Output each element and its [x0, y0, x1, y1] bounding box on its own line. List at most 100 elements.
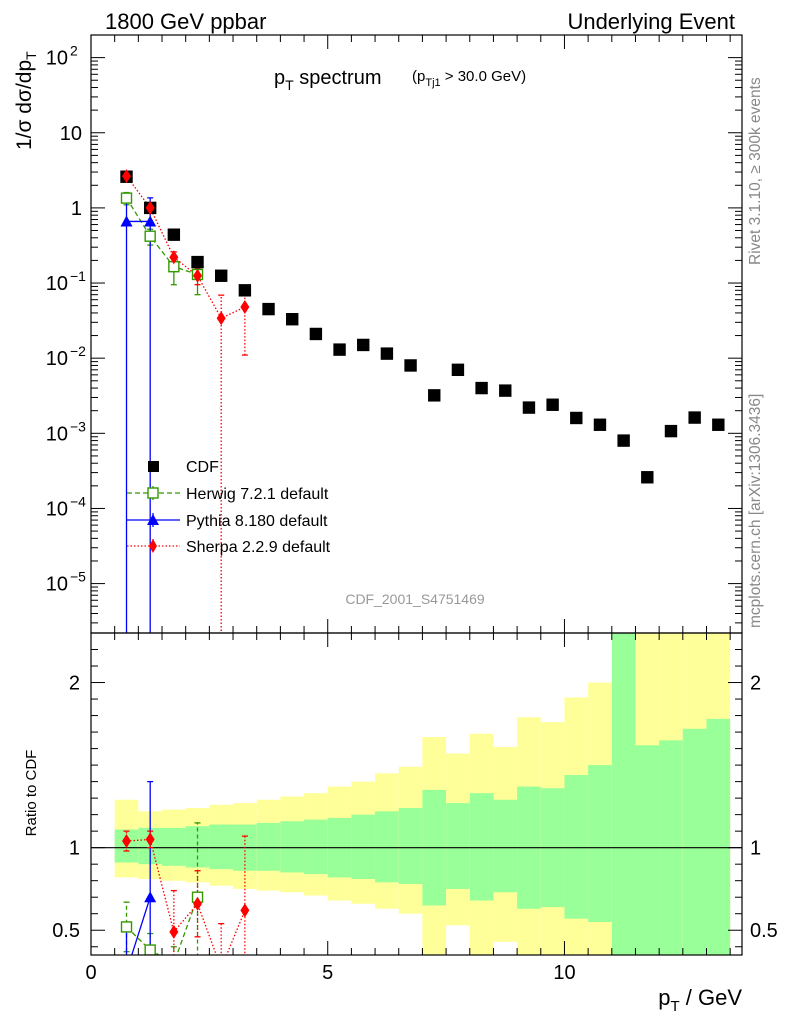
- y-tick-label-ratio-left: 1: [69, 838, 80, 860]
- plot-title-cut-sub: Tj1: [425, 77, 440, 89]
- sherpa-ratio-line: [126, 838, 246, 955]
- ratio-band-inner: [398, 808, 423, 884]
- sherpa-point: [193, 268, 203, 283]
- legend-entry-pythia: Pythia 8.180 default: [127, 513, 328, 530]
- y-tick-label-main: 10: [46, 348, 68, 370]
- legend-label-cdf: CDF: [186, 459, 219, 476]
- legend-label-pythia: Pythia 8.180 default: [186, 513, 328, 530]
- rivet-label: Rivet 3.1.10, ≥ 300k events: [747, 77, 764, 265]
- cdf-point: [475, 381, 488, 395]
- ratio-band-inner: [446, 803, 470, 889]
- ratio-band-inner: [256, 822, 281, 871]
- x-tick-label: 0: [85, 962, 96, 984]
- ratio-band-inner: [209, 824, 234, 870]
- cdf-point: [688, 411, 701, 424]
- ratio-band-inner: [706, 718, 731, 955]
- cdf-point: [167, 228, 181, 241]
- cdf-point: [641, 471, 654, 484]
- pythia-point: [120, 215, 133, 227]
- cdf-point: [451, 363, 465, 377]
- plot-title-sub: T: [285, 77, 294, 93]
- ratio-band-inner: [469, 793, 494, 901]
- cdf-point: [357, 338, 370, 352]
- y-tick-label-ratio-right: 2: [750, 673, 761, 695]
- analysis-id: CDF_2001_S4751469: [345, 591, 485, 607]
- cdf-point: [214, 269, 228, 282]
- legend: CDF Herwig 7.2.1 default Pythia 8.180 de…: [127, 459, 331, 556]
- herwig-point: [120, 192, 133, 204]
- plot-title-cut-open: (p: [412, 68, 425, 85]
- herwig-ratio-point: [120, 921, 133, 933]
- cdf-point: [191, 255, 204, 269]
- ratio-data-layer: [120, 780, 250, 977]
- legend-entry-cdf: CDF: [148, 459, 219, 476]
- cdf-point: [522, 401, 536, 414]
- legend-entry-herwig: Herwig 7.2.1 default: [127, 486, 329, 503]
- plot-title: pT spectrum: [274, 67, 382, 93]
- cdf-point: [499, 384, 512, 397]
- legend-marker-cdf: [148, 461, 159, 472]
- herwig-point: [144, 230, 156, 242]
- sherpa-ratio-point: [145, 832, 155, 847]
- sherpa-ratio-point: [122, 834, 132, 849]
- cdf-point: [617, 434, 630, 447]
- y-tick-label-main: 10: [60, 123, 82, 145]
- y-tick-label-main: 1: [71, 198, 82, 220]
- ratio-band-inner: [493, 799, 518, 893]
- x-axis-label-main: p: [658, 985, 670, 1010]
- y-tick-label-main: 10: [46, 423, 68, 445]
- y-tick-label-main: 10: [46, 273, 68, 295]
- y-tick-label-ratio-right: 1: [750, 838, 761, 860]
- herwig-ratio-point: [169, 958, 179, 968]
- y-tick-label-main-exp: −1: [70, 268, 86, 284]
- sherpa-ratio-point: [240, 903, 250, 918]
- herwig-ratio-point: [144, 944, 156, 955]
- sherpa-point: [122, 169, 132, 184]
- ratio-band-inner: [635, 745, 660, 955]
- y-tick-label-ratio-left: 0.5: [52, 920, 80, 942]
- pythia-ratio-point: [144, 891, 157, 903]
- ratio-plot-frame: [90, 632, 743, 956]
- y-tick-label-main: 10: [46, 48, 68, 70]
- sherpa-point: [145, 200, 155, 215]
- cdf-point: [546, 398, 559, 411]
- header-right: Underlying Event: [567, 9, 735, 34]
- pythia-ratio-line: [131, 897, 151, 955]
- cdf-point: [380, 347, 394, 360]
- cdf-point: [286, 313, 299, 326]
- herwig-ratio-line: [126, 896, 199, 955]
- y-tick-label-ratio-left: 2: [69, 673, 80, 695]
- y-tick-label-main-exp: 2: [70, 43, 78, 59]
- ratio-band-inner: [351, 814, 376, 880]
- y-tick-label-ratio-right: 0.5: [750, 920, 778, 942]
- pythia-ratio-point: [121, 966, 133, 977]
- x-axis-label-rest: / GeV: [680, 985, 743, 1010]
- ratio-band-inner: [682, 728, 707, 955]
- sherpa-line: [125, 175, 246, 320]
- ratio-band-inner: [375, 811, 399, 883]
- legend-entry-sherpa: Sherpa 2.2.9 default: [127, 539, 331, 556]
- cdf-point: [309, 327, 323, 341]
- sherpa-point: [240, 299, 250, 314]
- ratio-ylabel: Ratio to CDF: [23, 750, 40, 837]
- sherpa-ratio-point: [217, 961, 226, 975]
- y-tick-label-main-exp: −2: [70, 343, 86, 359]
- ratio-band-layer: [91, 633, 742, 955]
- cdf-point: [593, 418, 607, 431]
- cdf-point: [570, 411, 583, 425]
- sherpa-ratio-point: [169, 924, 179, 939]
- ratio-band-inner: [280, 821, 305, 873]
- y-tick-label-main-exp: −4: [70, 493, 86, 509]
- cdf-point: [428, 389, 441, 402]
- header-left: 1800 GeV ppbar: [105, 9, 266, 34]
- plot-title-cut: (pTj1 > 30.0 GeV): [412, 68, 526, 89]
- x-axis-label-sub: T: [670, 998, 679, 1015]
- pythia-point: [144, 215, 157, 227]
- legend-marker-pythia: [147, 514, 159, 525]
- y-tick-label-main-exp: −3: [70, 418, 86, 434]
- ratio-band-inner: [185, 826, 210, 868]
- main-ylabel-sub: T: [23, 51, 39, 60]
- plot-title-cut-rest: > 30.0 GeV): [441, 68, 526, 85]
